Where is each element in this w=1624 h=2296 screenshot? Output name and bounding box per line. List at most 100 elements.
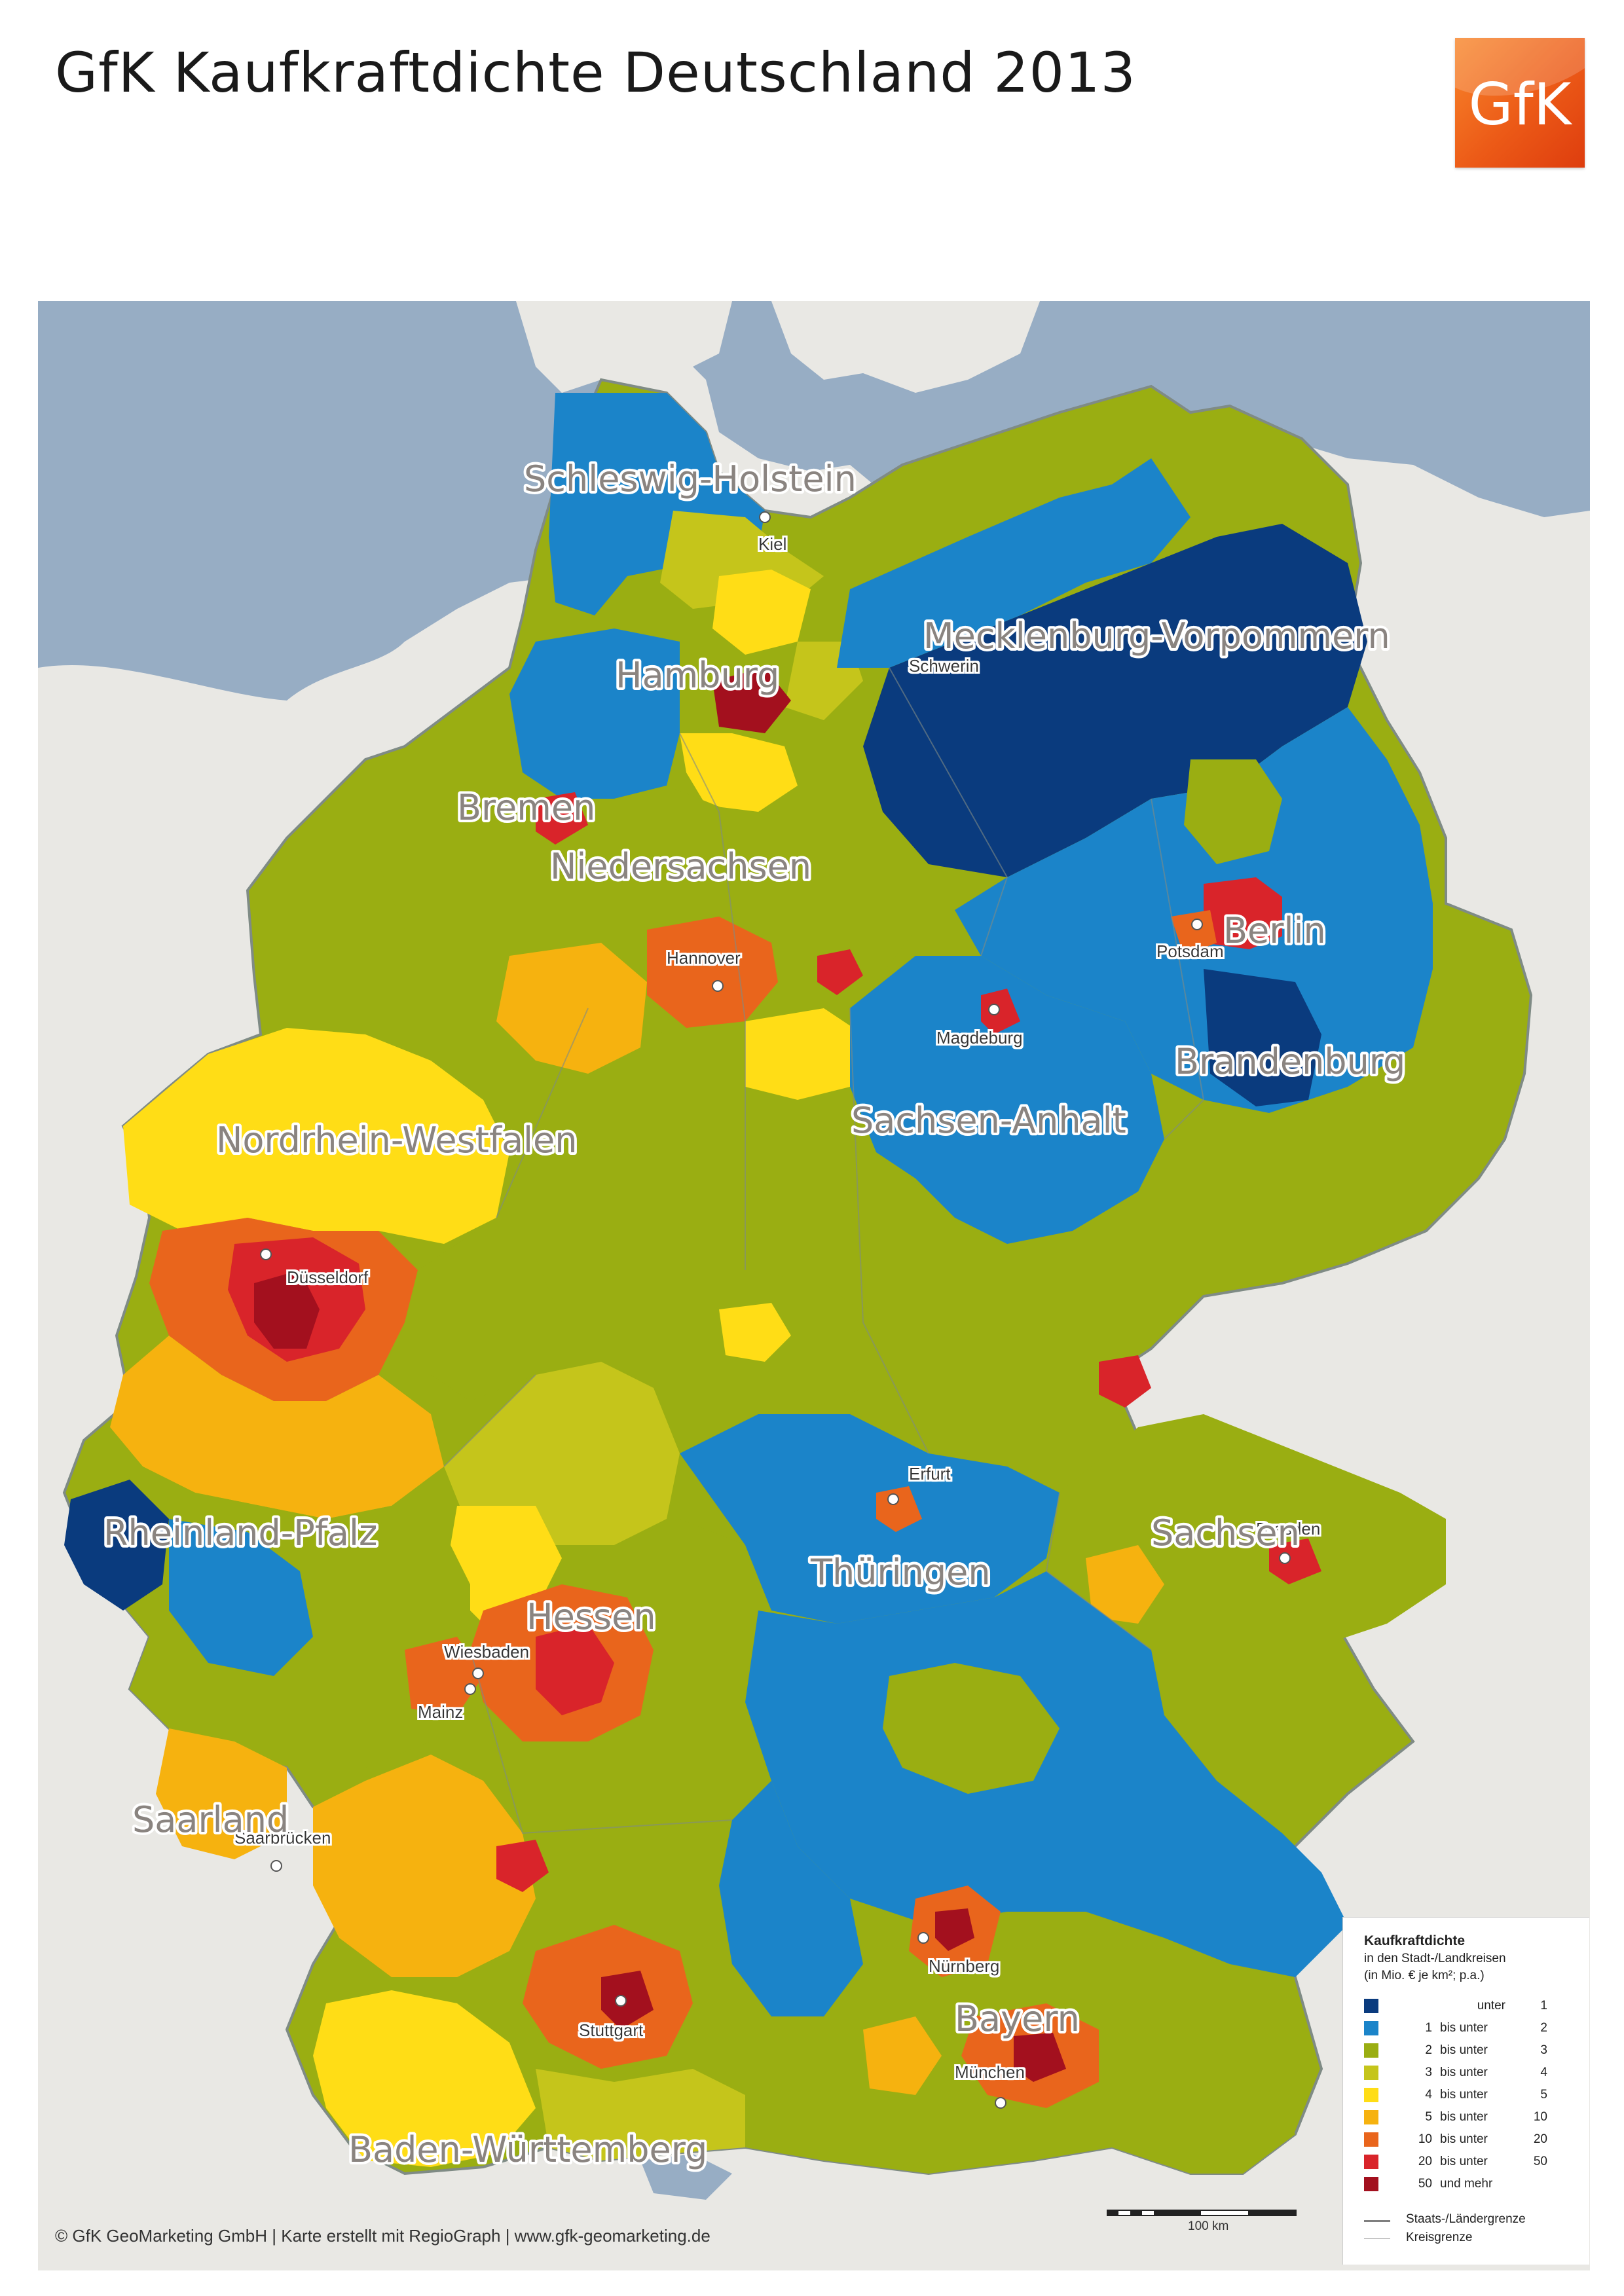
region-thueringen bbox=[680, 1414, 1060, 1624]
legend-swatch bbox=[1364, 2155, 1378, 2169]
city-label-dresden: Dresden bbox=[1256, 1519, 1320, 1539]
legend-swatch bbox=[1364, 2066, 1378, 2080]
region-sh-yellow bbox=[712, 570, 811, 655]
region-brandenburg-green bbox=[1184, 759, 1282, 864]
region-mannheim bbox=[496, 1840, 549, 1892]
legend-row: 4 bis unter 5 bbox=[1364, 2086, 1580, 2102]
legend-range-high: 2 bbox=[1540, 2021, 1547, 2035]
legend-row: 5 bis unter 10 bbox=[1364, 2109, 1580, 2124]
city-label-wiesbaden: Wiesbaden bbox=[444, 1642, 529, 1662]
city-dot-dresden bbox=[1279, 1552, 1291, 1564]
legend-row: 1 bis unter 2 bbox=[1364, 2020, 1580, 2035]
region-wolfsburg bbox=[817, 949, 863, 995]
city-dot-stuttgart bbox=[615, 1995, 627, 2007]
state-label-schleswig-holstein: Schleswig-Holstein bbox=[524, 458, 857, 500]
legend-range-low: 1 bbox=[1425, 2021, 1432, 2035]
legend-range-operator: bis unter bbox=[1440, 2043, 1488, 2057]
region-nrw-north bbox=[123, 1028, 509, 1244]
legend-range-low: 20 bbox=[1418, 2155, 1432, 2168]
city-label-erfurt: Erfurt bbox=[909, 1464, 951, 1484]
legend-range-operator: bis unter bbox=[1440, 2132, 1488, 2146]
region-braunschweig bbox=[745, 1008, 863, 1100]
legend-range-high: 50 bbox=[1533, 2155, 1547, 2168]
city-dot-nuernberg bbox=[917, 1932, 929, 1944]
legend-title: Kaufkraftdichte bbox=[1364, 1933, 1466, 1948]
legend-range-low: 50 bbox=[1418, 2177, 1432, 2191]
region-goettingen bbox=[719, 1303, 791, 1362]
region-sachsen-orange bbox=[1086, 1545, 1164, 1624]
state-label-brandenburg: Brandenburg bbox=[1175, 1041, 1405, 1082]
legend-row: 2 bis unter 3 bbox=[1364, 2042, 1580, 2058]
region-nrw-south bbox=[110, 1336, 444, 1519]
state-label-hessen: Hessen bbox=[526, 1596, 656, 1637]
legend-swatch bbox=[1364, 2088, 1378, 2102]
state-border-line bbox=[1364, 2220, 1390, 2222]
city-label-hannover: Hannover bbox=[667, 948, 741, 968]
city-dot-schwerin bbox=[946, 630, 958, 642]
legend-range-operator: bis unter bbox=[1440, 2021, 1488, 2035]
denmark-land bbox=[516, 301, 732, 406]
district-border-line bbox=[1364, 2238, 1390, 2239]
region-niedersachsen-north bbox=[509, 629, 680, 799]
state-label-rheinland-pfalz: Rheinland-Pfalz bbox=[103, 1512, 377, 1554]
region-berlin bbox=[1204, 877, 1282, 949]
region-hamburg bbox=[712, 668, 791, 733]
legend-swatch bbox=[1364, 2110, 1378, 2124]
region-leipzig bbox=[1099, 1355, 1151, 1408]
legend-swatch bbox=[1364, 1999, 1378, 2013]
region-saarland bbox=[156, 1728, 287, 1859]
legend-range-low: 5 bbox=[1425, 2110, 1432, 2124]
state-label-berlin: Berlin bbox=[1223, 910, 1326, 951]
state-label-niedersachsen: Niedersachsen bbox=[550, 846, 811, 887]
legend-range-operator: und mehr bbox=[1440, 2177, 1493, 2191]
region-duesseldorf bbox=[254, 1270, 320, 1349]
state-label-baden-wuerttemberg: Baden-Württemberg bbox=[348, 2129, 707, 2170]
city-label-saarbruecken: Saarbrücken bbox=[234, 1828, 331, 1848]
region-brandenburg-south bbox=[1204, 969, 1321, 1106]
city-labels: Kiel Schwerin Hannover Potsdam Magdeburg… bbox=[234, 534, 1320, 2082]
city-markers bbox=[260, 511, 1291, 2109]
city-label-schwerin: Schwerin bbox=[909, 656, 979, 676]
legend-range-operator: bis unter bbox=[1440, 2155, 1488, 2168]
legend-row: 3 bis unter 4 bbox=[1364, 2064, 1580, 2080]
region-brandenburg bbox=[955, 707, 1433, 1113]
legend-row: unter 1 bbox=[1364, 1997, 1580, 2013]
region-dresden bbox=[1269, 1539, 1321, 1584]
city-dot-potsdam bbox=[1191, 919, 1203, 930]
region-augsburg bbox=[863, 2016, 942, 2095]
region-bw-south bbox=[313, 1990, 536, 2167]
state-label-hamburg: Hamburg bbox=[616, 655, 779, 696]
city-label-duesseldorf: Düsseldorf bbox=[287, 1267, 369, 1287]
region-nuernberg-core bbox=[935, 1908, 974, 1951]
city-dot-magdeburg bbox=[988, 1004, 1000, 1015]
legend-range-operator: bis unter bbox=[1440, 2066, 1488, 2079]
city-dot-hannover bbox=[712, 980, 724, 992]
legend-row-district-border: Kreisgrenze bbox=[1364, 2231, 1580, 2246]
region-frankfurt bbox=[536, 1624, 614, 1715]
region-rlp-mid bbox=[169, 1519, 313, 1676]
legend-subtitle-1: in den Stadt-/Landkreisen bbox=[1364, 1952, 1506, 1965]
region-schleswig-holstein-north bbox=[549, 393, 765, 615]
state-label-saarland: Saarland bbox=[132, 1799, 289, 1840]
scale-label: 100 km bbox=[1188, 2219, 1229, 2233]
city-dot-muenchen bbox=[995, 2097, 1006, 2109]
city-label-stuttgart: Stuttgart bbox=[579, 2020, 644, 2040]
legend-range-low: 4 bbox=[1425, 2088, 1432, 2102]
legend-range-operator: bis unter bbox=[1440, 2088, 1488, 2102]
legend-range-low: 3 bbox=[1425, 2066, 1432, 2079]
copyright-footer: © GfK GeoMarketing GmbH | Karte erstellt… bbox=[55, 2226, 710, 2246]
state-label-sachsen-anhalt: Sachsen-Anhalt bbox=[851, 1100, 1126, 1141]
city-label-mainz: Mainz bbox=[418, 1702, 463, 1722]
region-hannover bbox=[647, 917, 778, 1028]
city-label-muenchen: München bbox=[955, 2062, 1025, 2082]
city-label-potsdam: Potsdam bbox=[1156, 941, 1224, 961]
legend-range-high: 3 bbox=[1540, 2043, 1547, 2057]
legend-row: 50 und mehr bbox=[1364, 2176, 1580, 2191]
legend-box: Kaufkraftdichte in den Stadt-/Landkreise… bbox=[1342, 1917, 1589, 2265]
state-label-thueringen: Thüringen bbox=[810, 1552, 991, 1593]
legend-range-high: 4 bbox=[1540, 2066, 1547, 2079]
city-dot-kiel bbox=[759, 511, 771, 523]
region-sachsen-anhalt bbox=[850, 956, 1164, 1244]
legend-range-high: 20 bbox=[1533, 2132, 1547, 2146]
state-label-bayern: Bayern bbox=[955, 1998, 1080, 2039]
